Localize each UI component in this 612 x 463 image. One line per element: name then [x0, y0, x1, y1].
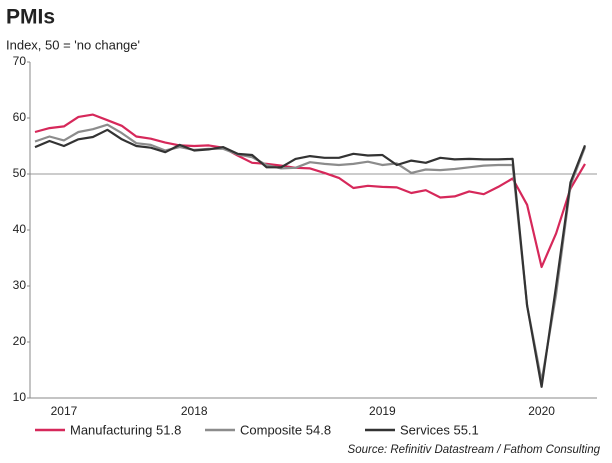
legend-label: Manufacturing 51.8: [70, 422, 181, 437]
x-tick-label: 2017: [51, 404, 78, 418]
y-tick-label: 50: [13, 166, 27, 180]
chart-title: PMIs: [6, 6, 55, 29]
series-line: [34, 128, 587, 388]
series-line: [34, 123, 587, 383]
legend-label: Composite 54.8: [240, 422, 331, 437]
source: Source: Refinitiv Datastream / Fathom Co…: [348, 444, 601, 456]
chart-subtitle: Index, 50 = 'no change': [6, 37, 140, 52]
y-tick-label: 10: [13, 390, 27, 404]
legend-label: Services 55.1: [400, 422, 479, 437]
y-tick-label: 40: [13, 222, 27, 236]
y-tick-label: 70: [13, 54, 27, 68]
series-line: [34, 113, 586, 269]
x-tick-label: 2020: [528, 404, 555, 418]
y-tick-label: 20: [13, 334, 27, 348]
x-tick-label: 2019: [369, 404, 396, 418]
x-tick-label: 2018: [181, 404, 208, 418]
y-tick-label: 30: [13, 278, 27, 292]
y-tick-label: 60: [13, 110, 27, 124]
